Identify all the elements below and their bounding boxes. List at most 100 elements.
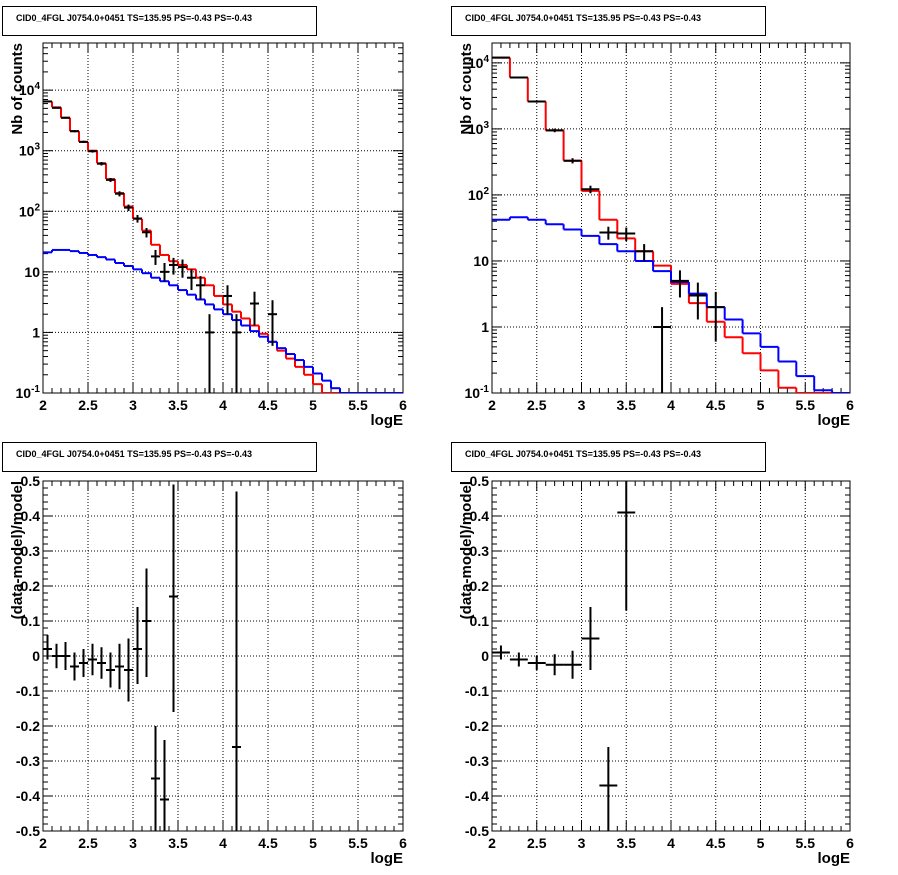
data-point bbox=[106, 177, 115, 182]
x-tick-label: 3.5 bbox=[168, 835, 188, 851]
data-point bbox=[133, 607, 142, 684]
x-tick-label: 2.5 bbox=[78, 397, 98, 413]
data-point bbox=[509, 76, 528, 79]
y-tick-label: 0.2 bbox=[21, 578, 41, 594]
data-point bbox=[492, 645, 510, 660]
y-tick-label: 104 bbox=[19, 81, 41, 98]
y-tick-label: 103 bbox=[19, 142, 41, 159]
data-point bbox=[688, 282, 707, 320]
x-tick-label: 5.5 bbox=[348, 835, 368, 851]
data-point bbox=[61, 116, 70, 119]
panel-title: CID0_4FGL J0754.0+0451 TS=135.95 PS=-0.4… bbox=[2, 442, 317, 472]
x-tick-label: 3.5 bbox=[168, 397, 188, 413]
y-tick-label: 10 bbox=[24, 264, 40, 280]
x-tick-label: 2.5 bbox=[78, 835, 98, 851]
y-tick-label: -0.2 bbox=[465, 718, 489, 734]
data-point bbox=[142, 568, 151, 677]
x-tick-label: 2 bbox=[488, 397, 496, 413]
x-tick-label: 3 bbox=[129, 835, 137, 851]
data-point bbox=[653, 307, 671, 393]
x-tick-label: 5.5 bbox=[796, 397, 816, 413]
x-tick-label: 6 bbox=[399, 397, 407, 413]
y-axis-label: (data-model)/model bbox=[458, 481, 475, 619]
x-tick-label: 2 bbox=[488, 835, 496, 851]
y-tick-label: 102 bbox=[468, 186, 490, 203]
data-point bbox=[115, 643, 124, 690]
data-point bbox=[527, 656, 546, 670]
data-point bbox=[124, 638, 133, 702]
x-tick-label: 5 bbox=[757, 835, 765, 851]
data-point bbox=[635, 244, 654, 261]
x-tick-label: 5 bbox=[309, 397, 317, 413]
x-tick-label: 2.5 bbox=[527, 397, 547, 413]
data-point bbox=[545, 128, 564, 133]
chart-panel-3: 2 2.5 3 3.5 4 4.5 5 5.5 6 -0.5 -0.4 -0.3 -0.2 -0.1 0 0.… bbox=[9, 473, 407, 867]
data-point bbox=[223, 285, 232, 315]
grid-lines bbox=[492, 481, 850, 831]
data-point bbox=[196, 276, 205, 300]
data-point bbox=[581, 607, 600, 670]
data-point bbox=[124, 204, 133, 212]
data-point bbox=[599, 226, 618, 240]
x-tick-label: 2 bbox=[39, 397, 47, 413]
x-tick-label: 2 bbox=[39, 835, 47, 851]
x-tick-label: 4 bbox=[219, 835, 227, 851]
data-points bbox=[492, 481, 636, 831]
data-point bbox=[70, 130, 79, 133]
x-axis-label: logE bbox=[818, 850, 851, 867]
x-tick-label: 3 bbox=[578, 835, 586, 851]
data-point bbox=[43, 100, 52, 103]
y-tick-label: 103 bbox=[468, 120, 490, 137]
data-point bbox=[61, 642, 70, 670]
y-tick-label: 0 bbox=[481, 648, 489, 664]
x-tick-label: 6 bbox=[846, 835, 854, 851]
y-tick-label: 104 bbox=[468, 54, 490, 71]
data-point bbox=[88, 149, 97, 153]
y-tick-label: 0.5 bbox=[470, 473, 490, 489]
chart-panel-1: 2 2.5 3 3.5 4 4.5 5 5.5 6 10-1 1 10 102 103 104 logE Nb … bbox=[9, 42, 407, 429]
x-tick-label: 6 bbox=[399, 835, 407, 851]
y-tick-label: -0.3 bbox=[16, 753, 40, 769]
data-point bbox=[527, 100, 546, 103]
y-tick-label: 102 bbox=[19, 202, 41, 219]
data-point bbox=[581, 185, 600, 194]
data-point bbox=[151, 249, 160, 265]
x-tick-label: 4 bbox=[667, 835, 675, 851]
chart-panel-4: 2 2.5 3 3.5 4 4.5 5 5.5 6 -0.5 -0.4 -0.3 -0.2 -0.1 0 0.… bbox=[458, 473, 854, 867]
y-tick-label: 10 bbox=[473, 253, 489, 269]
y-tick-label: 10-1 bbox=[16, 384, 41, 401]
data-points bbox=[43, 100, 277, 393]
data-point bbox=[97, 162, 106, 166]
data-point bbox=[232, 491, 241, 831]
data-point bbox=[160, 740, 169, 831]
data-point bbox=[509, 652, 528, 667]
data-point bbox=[706, 291, 725, 342]
panel-title: CID0_4FGL J0754.0+0451 TS=135.95 PS=-0.4… bbox=[2, 6, 317, 36]
y-axis-label: Nb of counts bbox=[458, 43, 475, 135]
y-tick-label: -0.4 bbox=[16, 788, 40, 804]
x-tick-label: 3.5 bbox=[617, 397, 637, 413]
data-point bbox=[70, 652, 79, 681]
y-tick-label: -0.1 bbox=[16, 683, 40, 699]
grid-lines bbox=[43, 481, 403, 831]
data-point bbox=[142, 227, 151, 238]
y-tick-label: -0.3 bbox=[465, 753, 489, 769]
data-point bbox=[169, 484, 178, 712]
data-point bbox=[106, 652, 115, 688]
data-point bbox=[52, 106, 61, 109]
x-tick-label: 6 bbox=[846, 397, 854, 413]
data-point bbox=[671, 270, 689, 298]
x-axis-label: logE bbox=[371, 412, 404, 429]
data-point bbox=[205, 314, 214, 393]
data-layer bbox=[43, 484, 241, 831]
data-layer bbox=[492, 481, 636, 831]
data-layer bbox=[492, 56, 850, 393]
y-tick-label: -0.5 bbox=[16, 823, 40, 839]
data-points bbox=[492, 56, 725, 393]
y-tick-label: 0.3 bbox=[21, 543, 41, 559]
y-tick-label: 10-1 bbox=[465, 384, 490, 401]
x-tick-label: 5 bbox=[309, 835, 317, 851]
x-tick-label: 4 bbox=[667, 397, 675, 413]
y-tick-label: -0.1 bbox=[465, 683, 489, 699]
